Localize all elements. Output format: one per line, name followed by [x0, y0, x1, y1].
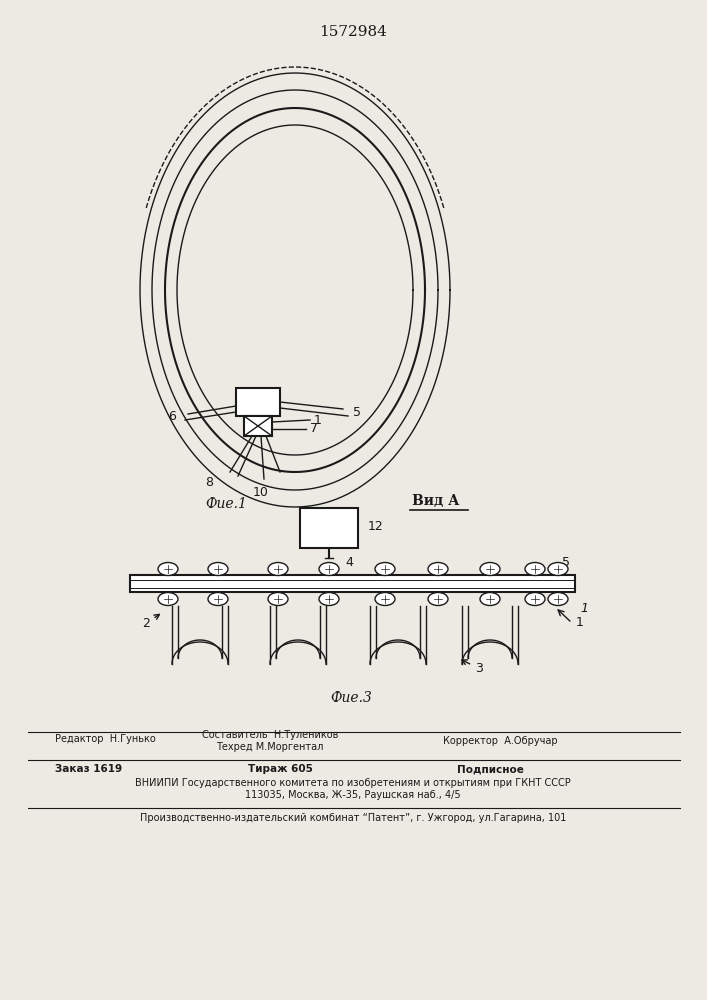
Ellipse shape [158, 562, 178, 576]
Text: 6: 6 [168, 410, 176, 424]
Bar [300, 508, 358, 548]
Text: Вид А: Вид А [412, 494, 460, 508]
Ellipse shape [428, 592, 448, 605]
Text: ВНИИПИ Государственного комитета по изобретениям и открытиям при ГКНТ СССР: ВНИИПИ Государственного комитета по изоб… [135, 778, 571, 788]
Text: Производственно-издательский комбинат “Патент”, г. Ужгород, ул.Гагарина, 101: Производственно-издательский комбинат “П… [140, 813, 566, 823]
Bar [244, 416, 272, 436]
Ellipse shape [208, 592, 228, 605]
Bar [130, 575, 575, 592]
Text: Составитель  Н.Тулеников: Составитель Н.Тулеников [201, 730, 338, 740]
Ellipse shape [480, 592, 500, 605]
Text: 3: 3 [462, 660, 483, 675]
Ellipse shape [319, 592, 339, 605]
Text: 5: 5 [353, 406, 361, 418]
Ellipse shape [208, 562, 228, 576]
Ellipse shape [268, 562, 288, 576]
Text: 12: 12 [368, 520, 384, 532]
Ellipse shape [268, 592, 288, 605]
Text: Корректор  А.Обручар: Корректор А.Обручар [443, 736, 557, 746]
Ellipse shape [525, 592, 545, 605]
Text: 5: 5 [562, 556, 570, 568]
Text: 1: 1 [314, 414, 322, 426]
Text: 7: 7 [310, 422, 318, 436]
Ellipse shape [375, 592, 395, 605]
Text: 10: 10 [253, 486, 269, 498]
Bar [236, 388, 280, 416]
Text: Подписное: Подписное [457, 764, 523, 774]
Ellipse shape [525, 562, 545, 576]
Text: Заказ 1619: Заказ 1619 [55, 764, 122, 774]
Text: 113035, Москва, Ж-35, Раушская наб., 4/5: 113035, Москва, Ж-35, Раушская наб., 4/5 [245, 790, 461, 800]
Text: Техред М.Моргентал: Техред М.Моргентал [216, 742, 324, 752]
Text: 4: 4 [345, 556, 353, 568]
Text: Фие.3: Фие.3 [330, 691, 372, 705]
Ellipse shape [428, 562, 448, 576]
Text: 8: 8 [205, 476, 213, 488]
Text: 1: 1 [580, 602, 588, 615]
Ellipse shape [548, 592, 568, 605]
Text: Фие.1: Фие.1 [205, 497, 247, 511]
Text: Тираж 605: Тираж 605 [247, 764, 312, 774]
Ellipse shape [375, 562, 395, 576]
Ellipse shape [480, 562, 500, 576]
Text: 1: 1 [576, 616, 584, 629]
Text: Редактор  Н.Гунько: Редактор Н.Гунько [55, 734, 156, 744]
Ellipse shape [548, 562, 568, 576]
Ellipse shape [158, 592, 178, 605]
Ellipse shape [319, 562, 339, 576]
Text: 1572984: 1572984 [319, 25, 387, 39]
Text: 2: 2 [142, 614, 159, 630]
